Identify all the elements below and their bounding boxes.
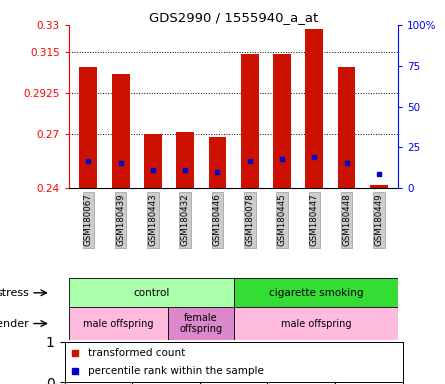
Bar xyxy=(144,134,162,188)
Bar xyxy=(69,278,234,307)
Bar xyxy=(234,307,398,340)
Text: female
offspring: female offspring xyxy=(179,313,222,334)
Bar xyxy=(112,74,129,188)
Text: GSM180445: GSM180445 xyxy=(278,194,287,247)
Text: male offspring: male offspring xyxy=(281,318,351,329)
Bar xyxy=(176,132,194,188)
Text: male offspring: male offspring xyxy=(83,318,154,329)
Text: GSM180446: GSM180446 xyxy=(213,194,222,247)
Bar xyxy=(370,185,388,188)
Text: cigarette smoking: cigarette smoking xyxy=(269,288,363,298)
Bar xyxy=(273,54,291,188)
Bar xyxy=(234,278,398,307)
Text: stress: stress xyxy=(0,288,29,298)
Text: GSM180448: GSM180448 xyxy=(342,194,351,247)
Text: GSM180432: GSM180432 xyxy=(181,194,190,247)
Text: GSM180449: GSM180449 xyxy=(374,194,384,247)
Text: transformed count: transformed count xyxy=(88,348,186,358)
Text: gender: gender xyxy=(0,318,29,329)
Text: GSM180078: GSM180078 xyxy=(245,194,254,247)
Text: percentile rank within the sample: percentile rank within the sample xyxy=(88,366,264,376)
Bar xyxy=(209,137,227,188)
Text: GSM180447: GSM180447 xyxy=(310,194,319,247)
Bar xyxy=(168,307,234,340)
Bar xyxy=(80,67,97,188)
Text: GSM180067: GSM180067 xyxy=(84,194,93,247)
Bar xyxy=(305,28,323,188)
Text: GSM180439: GSM180439 xyxy=(116,194,125,247)
Title: GDS2990 / 1555940_a_at: GDS2990 / 1555940_a_at xyxy=(149,11,318,24)
Bar xyxy=(241,54,259,188)
Text: GSM180443: GSM180443 xyxy=(149,194,158,247)
Text: control: control xyxy=(133,288,170,298)
Bar xyxy=(338,67,356,188)
Bar xyxy=(69,307,168,340)
